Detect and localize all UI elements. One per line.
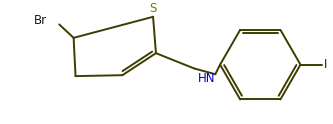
Text: Br: Br <box>33 14 47 27</box>
Text: HN: HN <box>198 72 215 85</box>
Text: S: S <box>150 2 157 15</box>
Text: I: I <box>323 58 327 71</box>
